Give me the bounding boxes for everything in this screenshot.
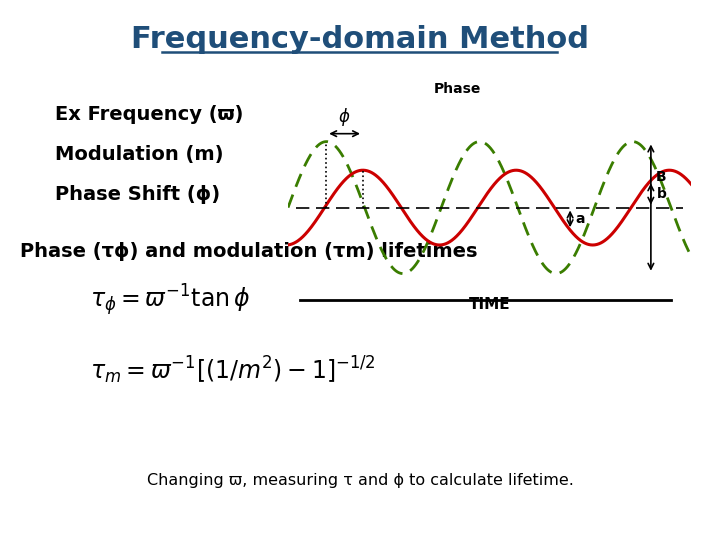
- Text: TIME: TIME: [469, 298, 510, 312]
- Text: Phase Shift (ϕ): Phase Shift (ϕ): [55, 185, 220, 204]
- Text: B: B: [656, 170, 666, 184]
- Text: Changing ϖ, measuring τ and ϕ to calculate lifetime.: Changing ϖ, measuring τ and ϕ to calcula…: [147, 473, 573, 488]
- Text: Frequency-domain Method: Frequency-domain Method: [131, 25, 589, 54]
- Text: Phase (τϕ) and modulation (τm) lifetimes: Phase (τϕ) and modulation (τm) lifetimes: [20, 242, 477, 261]
- Text: b: b: [657, 187, 667, 201]
- Text: $\phi$: $\phi$: [338, 106, 351, 129]
- Text: Phase: Phase: [433, 82, 481, 96]
- Text: Modulation (m): Modulation (m): [55, 145, 223, 164]
- Text: a: a: [575, 212, 585, 226]
- Text: $\tau_{\phi} = \varpi^{-1} \tan\phi$: $\tau_{\phi} = \varpi^{-1} \tan\phi$: [90, 282, 251, 318]
- Text: Ex Frequency (ϖ): Ex Frequency (ϖ): [55, 105, 243, 124]
- Text: $\tau_{m} = \varpi^{-1}[(1/m^{2})-1]^{-1/2}$: $\tau_{m} = \varpi^{-1}[(1/m^{2})-1]^{-1…: [90, 355, 376, 387]
